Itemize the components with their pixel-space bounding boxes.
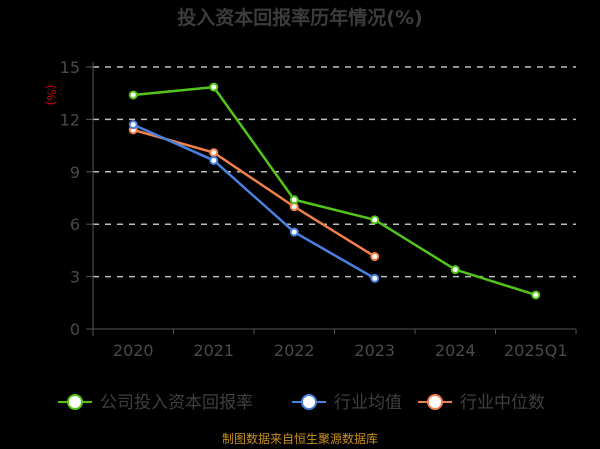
x-tick-label: 2023 (354, 341, 395, 360)
data-point[interactable] (209, 155, 219, 165)
legend-label: 行业均值 (334, 393, 402, 413)
legend-marker-icon (301, 394, 317, 410)
data-point[interactable] (209, 82, 219, 92)
series-行业中位数 (128, 125, 380, 262)
series-公司投入资本回报率 (128, 82, 541, 300)
legend-label: 公司投入资本回报率 (100, 393, 253, 413)
series-line (132, 123, 376, 280)
x-tick-label: 2024 (435, 341, 476, 360)
data-point[interactable] (209, 148, 219, 158)
y-tick-label: 6 (70, 215, 80, 234)
y-axis-unit: (%) (44, 85, 58, 106)
data-point[interactable] (370, 215, 380, 225)
legend[interactable]: 公司投入资本回报率 行业均值 行业中位数 (58, 393, 545, 413)
y-tick-label: 9 (70, 163, 80, 182)
legend-item[interactable]: 行业中位数 (418, 393, 545, 413)
y-axis-ticks: 0 3 6 9 12 15 (60, 58, 93, 339)
grid-lines (93, 66, 576, 278)
y-tick-label: 12 (60, 110, 80, 129)
data-point[interactable] (128, 120, 138, 130)
y-tick-label: 0 (70, 320, 80, 339)
data-point[interactable] (289, 202, 299, 212)
source-note: 制图数据来自恒生聚源数据库 (222, 431, 378, 446)
series-line (132, 128, 376, 258)
data-point[interactable] (128, 90, 138, 100)
legend-item[interactable]: 公司投入资本回报率 (58, 393, 253, 413)
data-point[interactable] (531, 290, 541, 300)
x-tick-label: 2022 (274, 341, 315, 360)
y-tick-label: 3 (70, 268, 80, 287)
x-axis-ticks: 2020 2021 2022 2023 2024 2025Q1 (92, 329, 577, 360)
chart-title: 投入资本回报率历年情况(%) (177, 6, 422, 29)
data-point[interactable] (370, 252, 380, 262)
legend-item[interactable]: 行业均值 (292, 393, 402, 413)
data-point[interactable] (450, 265, 460, 275)
series-line (133, 85, 537, 297)
series-行业均值 (128, 120, 380, 283)
x-tick-label: 2021 (193, 341, 234, 360)
data-point[interactable] (289, 227, 299, 237)
series-lines (128, 82, 541, 300)
axes (86, 62, 576, 336)
y-tick-label: 15 (60, 58, 80, 77)
x-tick-label: 2025Q1 (504, 341, 568, 360)
x-tick-label: 2020 (113, 341, 154, 360)
legend-marker-icon (427, 394, 443, 410)
legend-marker-icon (67, 394, 83, 410)
legend-label: 行业中位数 (460, 393, 545, 413)
data-point[interactable] (289, 195, 299, 205)
data-point[interactable] (370, 273, 380, 283)
